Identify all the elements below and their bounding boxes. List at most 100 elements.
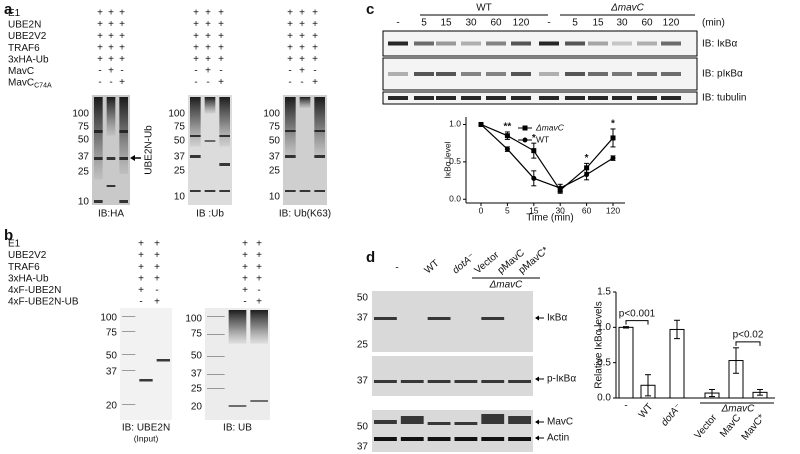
blot-band: [119, 200, 128, 203]
lane-sign: +: [119, 8, 125, 19]
group-label: WT: [476, 3, 492, 14]
lane-sign: +: [299, 54, 305, 65]
blot-band: [299, 190, 311, 192]
blot-band: [481, 437, 505, 441]
significance-bracket: [735, 341, 761, 346]
blot-band: [314, 190, 325, 192]
mw-marker: 25: [269, 166, 281, 177]
blot-band: [250, 400, 268, 402]
lane-sign: +: [299, 31, 305, 42]
blot-band: [207, 356, 225, 357]
error-bar: [709, 389, 715, 398]
lane-sign: -: [243, 297, 246, 308]
legend-label: WT: [536, 134, 549, 144]
blot-band: [661, 72, 681, 76]
lane-sign: +: [108, 19, 114, 30]
blot-band: [436, 72, 456, 76]
blot-band: [414, 96, 434, 100]
error-bar: [645, 374, 651, 397]
lane-sign: -: [288, 77, 291, 88]
row-label-text: UBE2N: [8, 19, 41, 30]
row-label-sub: C74A: [34, 82, 52, 89]
panel-label: d: [366, 249, 375, 266]
lane-sign: +: [193, 42, 199, 53]
mw-marker: 37: [357, 376, 369, 387]
lane-sign: +: [299, 42, 305, 53]
blot-band: [285, 190, 296, 192]
group-label: ΔmavC: [489, 280, 524, 291]
blot: [372, 291, 533, 352]
lane-sign: +: [97, 54, 103, 65]
lane-label: WT: [423, 258, 442, 276]
lane-sign: +: [242, 239, 248, 250]
blot-lane: [106, 97, 116, 136]
row-label-text: MavC: [8, 77, 34, 88]
blot-lane: [314, 97, 325, 158]
lane-sign: -: [98, 66, 101, 77]
lane-sign: +: [154, 273, 160, 284]
target-arrow-head: [535, 315, 539, 321]
error-bar: [733, 347, 739, 374]
blot-band: [374, 380, 397, 383]
target-label: p-IκBα: [547, 374, 576, 385]
point: [504, 146, 510, 152]
row-label: E1: [8, 8, 21, 19]
point: [610, 135, 616, 141]
blot-band: [94, 130, 103, 133]
lane-sign: +: [205, 31, 211, 42]
blot-lane: [119, 97, 128, 174]
blot-band: [612, 72, 632, 76]
mw-marker: 100: [168, 109, 185, 120]
target-arrow-head: [535, 419, 539, 425]
blot-band: [565, 72, 585, 76]
lane-sign: +: [119, 77, 125, 88]
lane-sign: +: [154, 297, 160, 308]
legend-marker: [522, 125, 528, 131]
lane-sign: -: [257, 285, 260, 296]
blot-band: [612, 41, 632, 46]
y-tick-label: 1.0: [449, 119, 461, 129]
blot-band: [486, 41, 506, 46]
mw-marker: 75: [191, 329, 203, 340]
group-label: ΔmavC: [721, 404, 756, 415]
target-label: IκBα: [547, 313, 567, 324]
blot-band: [400, 437, 424, 441]
mw-marker: 100: [263, 109, 280, 120]
target-label: MavC: [547, 417, 573, 428]
x-tick-label: Vector: [693, 412, 720, 441]
blot-band: [285, 130, 296, 132]
blot-band: [374, 437, 397, 441]
lane-label: 30: [465, 18, 477, 29]
significance-mark: **: [504, 122, 512, 133]
target-label: Actin: [547, 433, 569, 444]
blot-band: [122, 331, 136, 332]
row-label: MavCC74A: [8, 77, 52, 89]
blot-caption: IB: Ub(K63): [279, 209, 331, 220]
blot-lane: [228, 310, 247, 344]
lane-sign: +: [242, 285, 248, 296]
blot-band: [539, 96, 559, 100]
lane-sign: -: [313, 66, 316, 77]
mw-marker: 25: [174, 166, 186, 177]
blot-band: [511, 72, 531, 76]
blot-band: [219, 163, 230, 166]
lane-sign: +: [108, 31, 114, 42]
mw-marker: 100: [185, 314, 202, 325]
x-tick-label: 5: [505, 205, 510, 215]
lane-sign: +: [205, 54, 211, 65]
lane-sign: +: [218, 19, 224, 30]
lane-sign: +: [256, 297, 262, 308]
lane-sign: +: [119, 42, 125, 53]
blot-band: [190, 155, 201, 158]
lane-sign: +: [108, 8, 114, 19]
row-label: UBE2N: [8, 19, 41, 30]
panel-label: b: [4, 227, 13, 244]
row-label: 4xF-UBE2N: [8, 285, 61, 296]
mw-marker: 37: [357, 313, 369, 324]
blot-band: [285, 155, 296, 158]
blot-band: [454, 380, 478, 383]
lane-label: 15: [440, 18, 452, 29]
blot-band: [190, 190, 201, 192]
lane-label: 60: [490, 18, 502, 29]
